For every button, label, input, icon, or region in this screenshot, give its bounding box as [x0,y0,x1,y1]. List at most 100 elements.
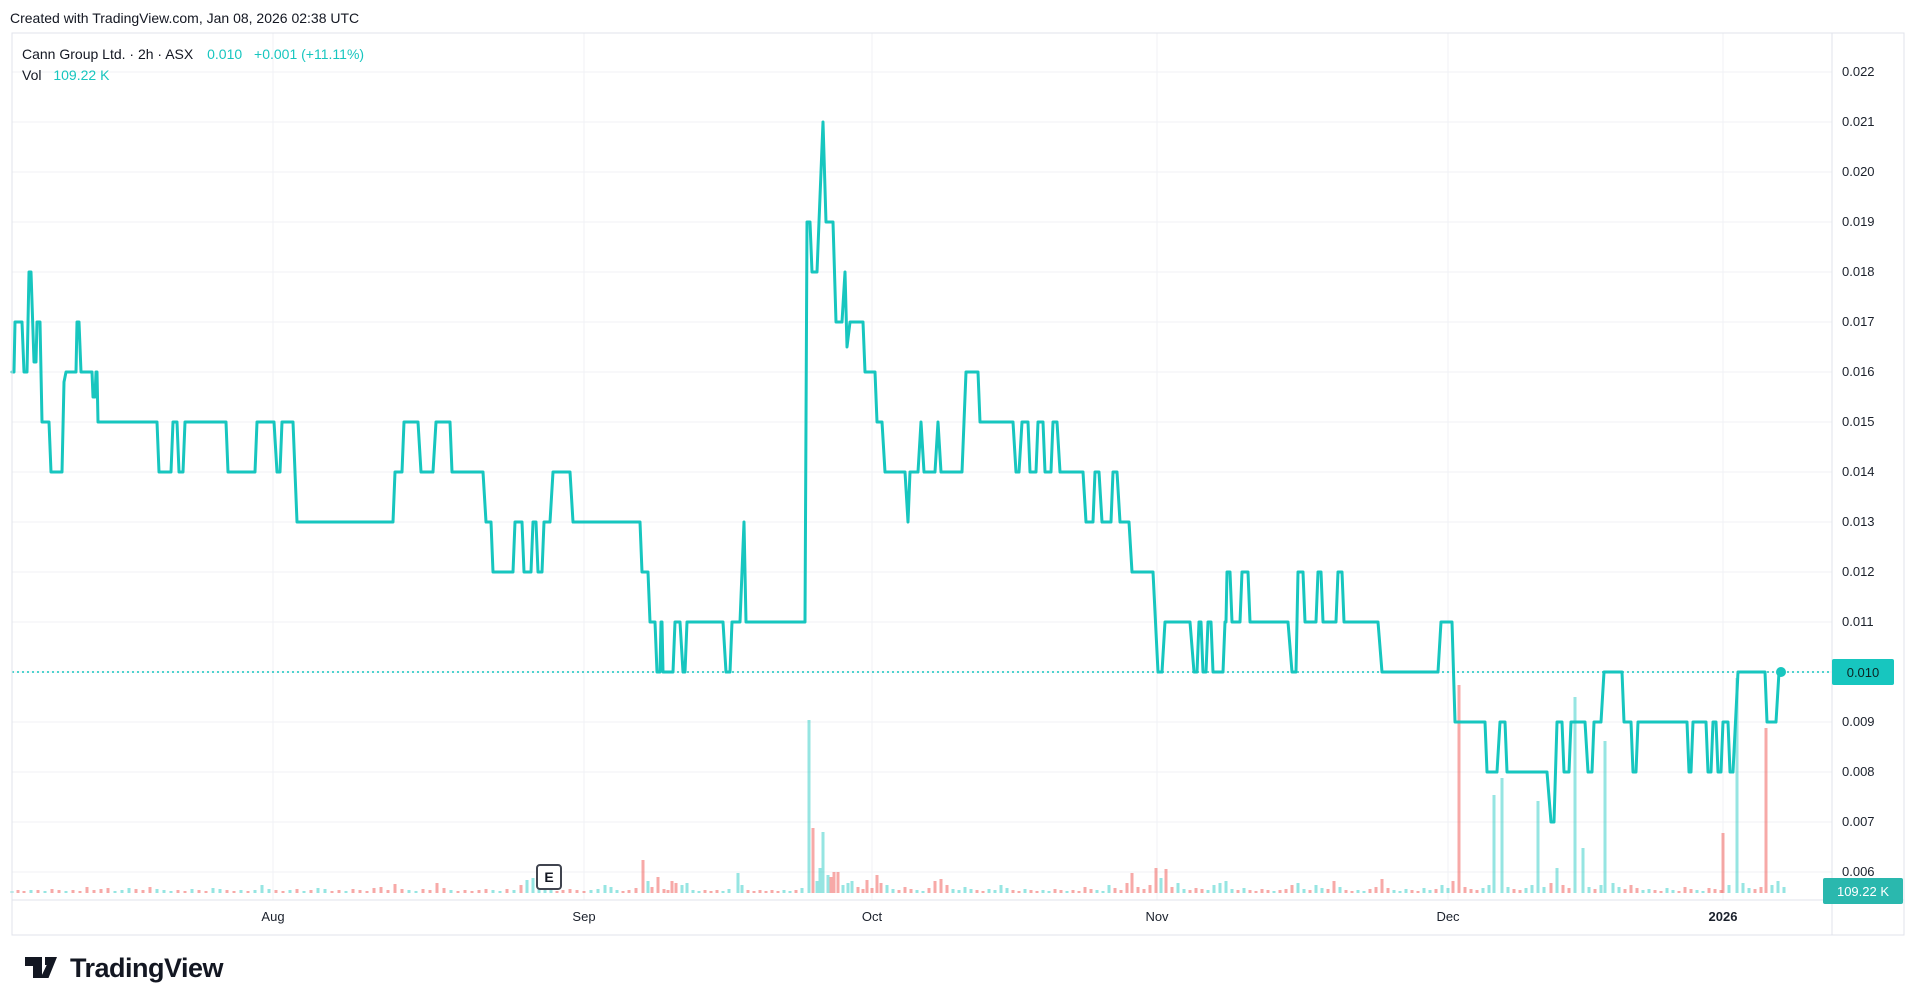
volume-bar [470,891,474,893]
volume-bar [358,890,362,893]
volume-bar [1041,890,1045,893]
volume-bar [1242,888,1246,893]
volume-bar [1581,848,1585,893]
volume-bar [43,891,47,893]
volume-bar [1142,889,1146,893]
earnings-marker-label: E [544,869,553,885]
volume-bar [957,890,961,893]
volume-bar [715,890,719,893]
volume-bar [879,883,883,893]
volume-bar [519,885,523,893]
volume-bar [1512,889,1516,893]
volume-bar [176,890,180,893]
volume-bar [811,828,815,893]
earnings-marker-box[interactable] [536,864,562,890]
symbol-title[interactable]: Cann Group Ltd. · 2h · ASX [22,46,194,62]
volume-bar [836,872,840,893]
volume-bar [1320,888,1324,893]
volume-bar [1567,888,1571,893]
price-tick-label: 0.015 [1842,414,1875,429]
volume-bar [183,891,187,893]
volume-bar [1170,887,1174,893]
volume-bar [1481,888,1485,893]
volume-bar [1599,885,1603,893]
volume-bar [1344,890,1348,893]
current-price-badge: 0.010 [1832,659,1894,685]
price-tick-label: 0.014 [1842,464,1875,479]
volume-bar [1434,889,1438,893]
volume-bar [1719,890,1723,893]
volume-bar [897,890,901,893]
volume-bar [1475,890,1479,893]
volume-bar [1290,885,1294,893]
volume-bar [1422,888,1426,893]
volume-bar [1164,869,1168,893]
volume-bar [1542,887,1546,893]
price-tick-label: 0.019 [1842,214,1875,229]
volume-bar [1188,890,1192,893]
volume-bar [1440,885,1444,893]
created-with-text: Created with TradingView.com, Jan 08, 20… [10,10,360,26]
volume-bar [1159,878,1163,893]
volume-bar [1065,891,1069,893]
volume-bar [1035,891,1039,893]
volume-bar [1629,885,1633,893]
volume-bar [498,891,502,893]
volume-bar [302,891,306,893]
volume-bar [491,890,495,893]
volume-bar [1487,885,1491,893]
volume-bar [1200,889,1204,893]
volume-bar [782,890,786,893]
volume-bar [1011,890,1015,893]
volume-bar [933,881,937,893]
volume-bar [1701,891,1705,893]
volume-bar [1362,891,1366,893]
time-tick-label: 2026 [1708,909,1738,924]
volume-bar [627,890,631,893]
last-price-dot [1776,667,1786,677]
volume-bar [861,889,865,893]
tradingview-logo[interactable]: TradingView [22,950,224,986]
volume-bar [987,889,991,893]
volume-bar [1023,889,1027,893]
volume-bar [770,890,774,893]
price-tick-label: 0.020 [1842,164,1875,179]
volume-bar [1747,888,1751,893]
volume-bar [512,890,516,893]
volume-bar [344,891,348,893]
volume-bar [568,889,572,893]
volume-bar [141,890,145,893]
volume-bar [764,891,768,893]
volume-bar [850,881,854,893]
volume-bar [1130,873,1134,893]
volume-bar [981,891,985,893]
price-tick-label: 0.013 [1842,514,1875,529]
volume-bar [1338,887,1342,893]
volume-bar [1089,889,1093,893]
volume-bar [846,883,850,893]
volume-bar [1224,881,1228,893]
volume-bar [1683,887,1687,893]
volume-bar [1671,890,1675,893]
volume-bar [721,891,725,893]
time-tick-label: Nov [1145,909,1169,924]
volume-bar [746,890,750,893]
volume-bar [1561,885,1565,893]
volume-bar [1770,885,1774,893]
volume-bar [484,889,488,893]
volume-bar [674,883,678,893]
volume-bar [634,888,638,893]
volume-bar [1182,889,1186,893]
volume-bar [505,889,509,893]
volume-bar [365,891,369,893]
volume-bar [351,889,355,893]
volume-bar [1611,883,1615,893]
volume-bar [582,891,586,893]
volume-bar [829,877,833,893]
volume-bar [891,889,895,893]
volume-bar [197,890,201,893]
volume-bar [1647,889,1651,893]
time-tick-label: Dec [1436,909,1460,924]
volume-bar [1284,889,1288,893]
